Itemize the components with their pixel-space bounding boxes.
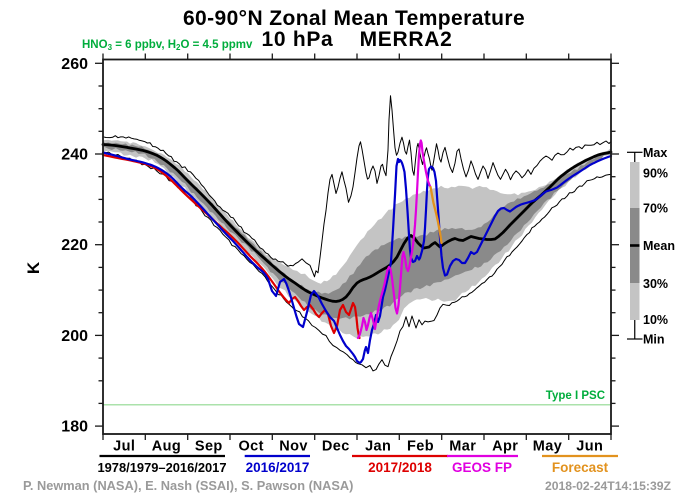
svg-text:Feb: Feb <box>407 439 434 455</box>
svg-text:2016/2017: 2016/2017 <box>246 460 310 475</box>
svg-text:10 hPa MERRA2: 10 hPa MERRA2 <box>262 28 453 51</box>
svg-text:Type I PSC: Type I PSC <box>546 390 605 402</box>
svg-text:Jun: Jun <box>576 439 603 455</box>
svg-text:Oct: Oct <box>239 439 264 455</box>
svg-text:220: 220 <box>61 237 88 254</box>
svg-text:Nov: Nov <box>279 439 308 455</box>
svg-text:Min: Min <box>643 333 665 347</box>
svg-text:10%: 10% <box>643 313 668 327</box>
svg-text:GEOS FP: GEOS FP <box>452 460 512 475</box>
svg-text:Mean: Mean <box>643 239 675 253</box>
svg-text:60-90°N Zonal Mean Temperature: 60-90°N Zonal Mean Temperature <box>183 7 525 30</box>
svg-text:K: K <box>24 261 43 274</box>
svg-text:Sep: Sep <box>195 439 223 455</box>
svg-text:Mar: Mar <box>449 439 476 455</box>
svg-text:30%: 30% <box>643 277 668 291</box>
svg-text:Forecast: Forecast <box>552 460 609 475</box>
svg-text:HNO3 = 6 ppbv, H2O = 4.5 ppmv: HNO3 = 6 ppbv, H2O = 4.5 ppmv <box>82 39 253 52</box>
svg-text:1978/1979–2016/2017: 1978/1979–2016/2017 <box>97 460 226 475</box>
svg-text:Apr: Apr <box>492 439 518 455</box>
svg-text:90%: 90% <box>643 167 668 181</box>
svg-text:2018-02-24T14:15:39Z: 2018-02-24T14:15:39Z <box>545 479 672 493</box>
svg-text:May: May <box>533 439 562 455</box>
svg-text:P. Newman (NASA), E. Nash (SSA: P. Newman (NASA), E. Nash (SSAI), S. Paw… <box>23 478 353 493</box>
svg-text:Dec: Dec <box>322 439 350 455</box>
svg-text:Max: Max <box>643 146 667 160</box>
svg-text:240: 240 <box>61 147 88 164</box>
svg-text:180: 180 <box>61 419 88 436</box>
svg-text:200: 200 <box>61 328 88 345</box>
svg-text:Jan: Jan <box>365 439 391 455</box>
svg-text:Aug: Aug <box>152 439 181 455</box>
svg-text:260: 260 <box>61 56 88 73</box>
svg-text:Jul: Jul <box>113 439 135 455</box>
svg-text:70%: 70% <box>643 202 668 216</box>
svg-text:2017/2018: 2017/2018 <box>368 460 432 475</box>
